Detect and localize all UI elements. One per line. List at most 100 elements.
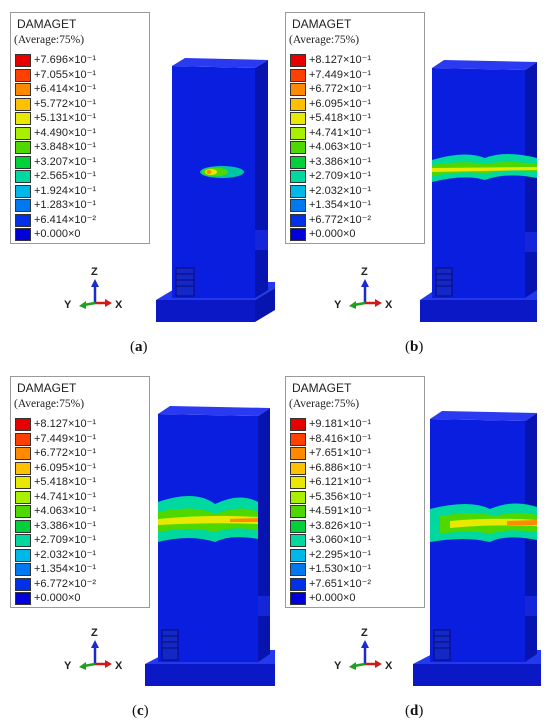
- legend-swatch: [290, 141, 306, 154]
- legend-value: +8.416×10⁻¹: [309, 432, 372, 445]
- legend-row: +6.772×10⁻²: [290, 213, 424, 228]
- triad-axes: Z Y X: [64, 266, 123, 311]
- legend-value: +1.354×10⁻¹: [309, 199, 372, 211]
- legend-swatch: [15, 184, 31, 198]
- legend-value: +6.772×10⁻¹: [34, 447, 97, 459]
- legend-swatch: [15, 112, 31, 125]
- legend-subtitle: (Average:75%): [289, 34, 360, 46]
- legend-row: +2.032×10⁻¹: [15, 548, 149, 563]
- legend-value: +7.449×10⁻¹: [309, 68, 372, 81]
- legend-value: +6.414×10⁻²: [34, 213, 97, 226]
- legend-row: +6.095×10⁻¹: [290, 97, 424, 112]
- legend-row: +2.709×10⁻¹: [290, 169, 424, 184]
- legend-value: +7.696×10⁻¹: [34, 54, 97, 66]
- legend-row: +9.181×10⁻¹: [290, 417, 424, 432]
- legend-row: +5.131×10⁻¹: [15, 111, 149, 126]
- legend-swatch: [290, 184, 306, 198]
- legend-row: +6.414×10⁻²: [15, 213, 149, 228]
- legend-swatch: [290, 476, 306, 489]
- legend-swatch: [15, 83, 31, 96]
- legend-value: +5.418×10⁻¹: [34, 476, 97, 488]
- legend-row: +4.741×10⁻¹: [15, 490, 149, 505]
- legend-value: +6.886×10⁻¹: [309, 461, 372, 474]
- legend-value: +9.181×10⁻¹: [309, 418, 372, 430]
- legend-row: +5.356×10⁻¹: [290, 490, 424, 505]
- legend-swatch: [290, 68, 306, 82]
- axis-y-label: Y: [64, 660, 72, 672]
- legend-value: +1.283×10⁻¹: [34, 199, 97, 211]
- axis-z-label: Z: [91, 627, 98, 639]
- model-base-side: [255, 288, 275, 322]
- legend: DAMAGET (Average:75%) +8.127×10⁻¹ +7.449×…: [285, 12, 425, 244]
- legend-row: +6.095×10⁻¹: [15, 461, 149, 476]
- legend-rows: +9.181×10⁻¹ +8.416×10⁻¹ +7.651×10⁻¹ +6.886×…: [290, 417, 424, 606]
- legend-value: +4.741×10⁻¹: [34, 490, 97, 503]
- axis-x-label: X: [115, 299, 123, 311]
- legend-row: +3.207×10⁻¹: [15, 155, 149, 170]
- legend-row: +1.354×10⁻¹: [15, 562, 149, 577]
- legend-row: +0.000×0: [15, 227, 149, 242]
- legend-rows: +8.127×10⁻¹ +7.449×10⁻¹ +6.772×10⁻¹ +6.095×…: [15, 417, 149, 606]
- legend-value: +6.095×10⁻¹: [309, 97, 372, 110]
- caption-letter: a: [135, 339, 143, 355]
- legend-rows: +7.696×10⁻¹ +7.055×10⁻¹ +6.414×10⁻¹ +5.772×…: [15, 53, 149, 242]
- legend-value: +7.055×10⁻¹: [34, 68, 97, 81]
- legend-value: +5.356×10⁻¹: [309, 490, 372, 503]
- caption: (d): [405, 703, 424, 719]
- legend-swatch: [15, 54, 31, 67]
- legend-swatch: [15, 141, 31, 154]
- legend-row: +1.283×10⁻¹: [15, 198, 149, 213]
- legend-value: +3.386×10⁻¹: [34, 519, 97, 532]
- legend-swatch: [15, 199, 31, 212]
- legend-value: +2.295×10⁻¹: [309, 548, 372, 561]
- legend-row: +1.530×10⁻¹: [290, 562, 424, 577]
- legend-row: +6.772×10⁻²: [15, 577, 149, 592]
- triad-axes: Z Y X: [64, 627, 123, 672]
- legend-swatch: [290, 170, 306, 183]
- legend-row: +4.063×10⁻¹: [290, 140, 424, 155]
- legend-row: +6.886×10⁻¹: [290, 461, 424, 476]
- legend-row: +7.449×10⁻¹: [15, 432, 149, 447]
- legend-swatch: [290, 563, 306, 576]
- axis-y-label: Y: [334, 299, 342, 311]
- damage-contour-model: [420, 60, 537, 322]
- legend-value: +6.772×10⁻¹: [309, 83, 372, 95]
- legend-row: +0.000×0: [290, 227, 424, 242]
- legend-swatch: [15, 213, 31, 227]
- legend-swatch: [290, 126, 306, 140]
- model-wall-side: [255, 60, 268, 298]
- legend-swatch: [15, 534, 31, 547]
- legend-swatch: [15, 476, 31, 489]
- legend-swatch: [290, 490, 306, 504]
- legend-swatch: [290, 418, 306, 431]
- legend-swatch: [290, 505, 306, 518]
- legend-value: +6.414×10⁻¹: [34, 83, 97, 95]
- caption-letter: d: [410, 703, 419, 719]
- legend-value: +4.741×10⁻¹: [309, 126, 372, 139]
- legend-value: +0.000×0: [34, 592, 81, 604]
- legend-row: +8.416×10⁻¹: [290, 432, 424, 447]
- legend-row: +7.651×10⁻²: [290, 577, 424, 592]
- legend-row: +4.591×10⁻¹: [290, 504, 424, 519]
- legend-row: +0.000×0: [290, 591, 424, 606]
- legend-swatch: [290, 213, 306, 227]
- legend-value: +2.565×10⁻¹: [34, 170, 97, 182]
- panel-c: DAMAGET (Average:75%) +8.127×10⁻¹ +7.449×…: [0, 364, 275, 727]
- legend-swatch: [15, 447, 31, 460]
- legend-value: +5.772×10⁻¹: [34, 97, 97, 110]
- legend-title: DAMAGET: [17, 17, 77, 31]
- legend-value: +7.651×10⁻²: [309, 577, 372, 590]
- legend-swatch: [15, 519, 31, 533]
- legend-title: DAMAGET: [292, 17, 352, 31]
- caption: (c): [132, 703, 149, 719]
- axis-z-label: Z: [91, 266, 98, 278]
- model-step: [255, 230, 268, 250]
- legend-swatch: [15, 418, 31, 431]
- legend-row: +8.127×10⁻¹: [15, 417, 149, 432]
- legend-value: +3.848×10⁻¹: [34, 141, 97, 153]
- legend-swatch: [290, 519, 306, 533]
- legend-value: +3.826×10⁻¹: [309, 519, 372, 532]
- legend-row: +2.295×10⁻¹: [290, 548, 424, 563]
- legend-row: +5.418×10⁻¹: [15, 475, 149, 490]
- legend-value: +1.354×10⁻¹: [34, 563, 97, 575]
